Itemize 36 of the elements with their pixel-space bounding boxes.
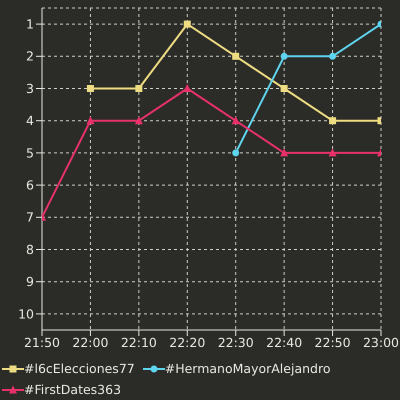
x-tick-label: 22:50 (314, 334, 351, 350)
point (280, 85, 288, 92)
point (183, 84, 192, 92)
point (328, 148, 337, 156)
point (280, 148, 288, 156)
x-tick-label: 22:10 (120, 334, 157, 350)
point (232, 149, 240, 156)
point (86, 85, 94, 92)
point (86, 116, 94, 124)
y-tick-label: 5 (26, 145, 34, 160)
y-tick-label: 4 (26, 113, 34, 128)
y-tick-label: 10 (18, 306, 34, 322)
y-tick-label: 9 (26, 274, 34, 290)
point (184, 20, 191, 28)
y-tick-label: 7 (26, 210, 34, 225)
legend-label: #FirstDates363 (24, 382, 122, 397)
point (232, 52, 240, 60)
y-tick-label: 6 (26, 178, 34, 193)
y-tick-label: 1 (26, 16, 34, 32)
x-tick-label: 22:40 (266, 334, 302, 350)
point (232, 116, 240, 124)
y-tick-label: 2 (26, 48, 34, 64)
x-tick-label: 23:00 (362, 334, 400, 350)
point (134, 116, 143, 124)
legend-label: #HermanoMayorAlejandro (164, 361, 330, 376)
x-tick-label: 22:30 (218, 334, 254, 350)
point (329, 117, 336, 124)
y-tick-label: 8 (26, 242, 34, 257)
x-tick-label: 21:50 (24, 334, 60, 350)
x-tick-label: 22:00 (72, 334, 108, 350)
y-tick-label: 3 (26, 80, 34, 96)
legend-label: #l6cElecciones77 (24, 361, 135, 376)
point (135, 85, 142, 92)
point (329, 52, 336, 60)
point (280, 52, 288, 60)
x-tick-label: 22:20 (169, 334, 206, 350)
